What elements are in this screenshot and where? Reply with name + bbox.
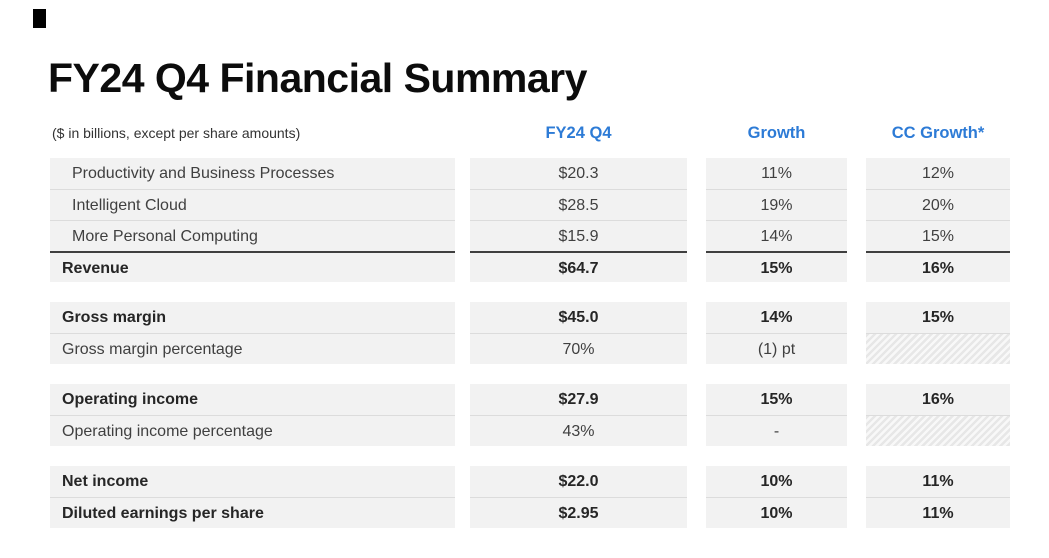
- growth-value: 14%: [706, 302, 847, 333]
- fy24q4-value: $45.0: [470, 302, 687, 333]
- slide-marker: [33, 9, 46, 28]
- row-label: Productivity and Business Processes: [50, 158, 455, 189]
- growth-value: 15%: [706, 384, 847, 415]
- fy24q4-value: $27.9: [470, 384, 687, 415]
- cc-growth-value: 11%: [866, 466, 1010, 497]
- page-title: FY24 Q4 Financial Summary: [48, 55, 587, 102]
- table-row-gross-margin: Gross margin $45.0 14% 15%: [50, 302, 1010, 333]
- fy24q4-value: 43%: [470, 415, 687, 446]
- row-label: Net income: [50, 466, 455, 497]
- fy24q4-value: $15.9: [470, 220, 687, 251]
- column-header-fy24q4: FY24 Q4: [545, 124, 612, 142]
- row-label: More Personal Computing: [50, 220, 455, 251]
- table-row: Intelligent Cloud $28.5 19% 20%: [50, 189, 1010, 220]
- growth-value: 10%: [706, 497, 847, 528]
- fy24q4-value: $22.0: [470, 466, 687, 497]
- column-header-cc-growth: CC Growth*: [891, 124, 985, 142]
- units-note: ($ in billions, except per share amounts…: [52, 125, 301, 141]
- growth-value: 11%: [706, 158, 847, 189]
- table-row: Productivity and Business Processes $20.…: [50, 158, 1010, 189]
- row-label: Intelligent Cloud: [50, 189, 455, 220]
- cc-growth-value: 11%: [866, 497, 1010, 528]
- table-row-operating-income: Operating income $27.9 15% 16%: [50, 384, 1010, 415]
- cc-growth-value: 20%: [866, 189, 1010, 220]
- cc-growth-value: 15%: [866, 302, 1010, 333]
- cc-growth-value: 16%: [866, 384, 1010, 415]
- table-header-row: ($ in billions, except per share amounts…: [50, 120, 1010, 146]
- fy24q4-value: $2.95: [470, 497, 687, 528]
- fy24q4-value: 70%: [470, 333, 687, 364]
- row-label: Gross margin: [50, 302, 455, 333]
- column-header-growth: Growth: [747, 124, 806, 142]
- cc-growth-value: 12%: [866, 158, 1010, 189]
- growth-value: -: [706, 415, 847, 446]
- growth-value: (1) pt: [706, 333, 847, 364]
- growth-value: 19%: [706, 189, 847, 220]
- growth-value: 15%: [706, 251, 847, 282]
- table-row: Operating income percentage 43% -: [50, 415, 1010, 446]
- table-row: More Personal Computing $15.9 14% 15%: [50, 220, 1010, 251]
- cc-growth-hatched-cell: [866, 415, 1010, 446]
- table-row-diluted-eps: Diluted earnings per share $2.95 10% 11%: [50, 497, 1010, 528]
- row-label: Diluted earnings per share: [50, 497, 455, 528]
- table-row: Gross margin percentage 70% (1) pt: [50, 333, 1010, 364]
- table-row-revenue-total: Revenue $64.7 15% 16%: [50, 251, 1010, 282]
- cc-growth-hatched-cell: [866, 333, 1010, 364]
- table-row-net-income: Net income $22.0 10% 11%: [50, 466, 1010, 497]
- fy24q4-value: $64.7: [470, 251, 687, 282]
- financial-table: Productivity and Business Processes $20.…: [50, 158, 1010, 528]
- row-label: Operating income percentage: [50, 415, 455, 446]
- row-label: Revenue: [50, 251, 455, 282]
- cc-growth-value: 15%: [866, 220, 1010, 251]
- row-label: Gross margin percentage: [50, 333, 455, 364]
- growth-value: 14%: [706, 220, 847, 251]
- fy24q4-value: $20.3: [470, 158, 687, 189]
- cc-growth-value: 16%: [866, 251, 1010, 282]
- growth-value: 10%: [706, 466, 847, 497]
- row-label: Operating income: [50, 384, 455, 415]
- fy24q4-value: $28.5: [470, 189, 687, 220]
